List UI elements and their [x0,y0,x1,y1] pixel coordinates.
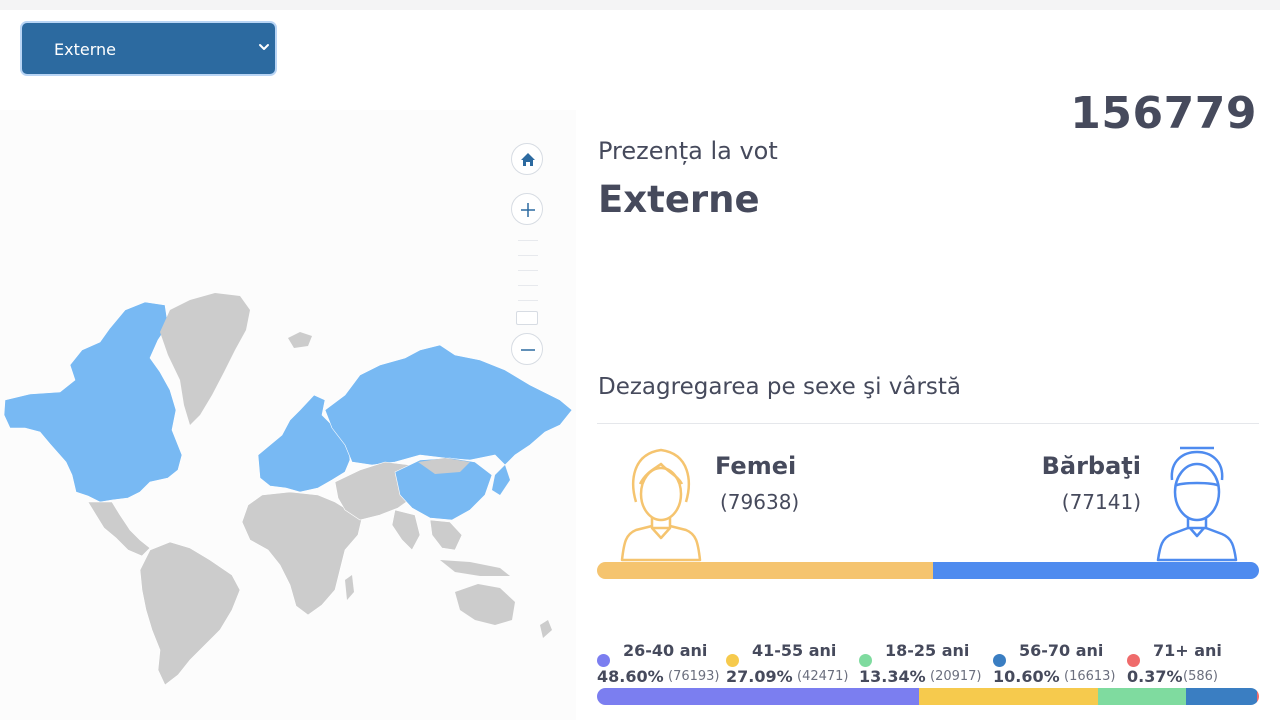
map-home-button[interactable] [511,143,543,175]
gender-bar-female [597,562,934,579]
world-map[interactable] [0,110,576,720]
map-region-greenland[interactable] [160,293,250,425]
map-zoom-out-button[interactable] [511,333,543,365]
age-color-dot [1127,654,1140,667]
map-zoom-in-button[interactable] [511,193,543,225]
age-color-dot [859,654,872,667]
age-split-bar [597,688,1259,705]
age-group-label: 18-25 ani [885,641,970,660]
top-strip [0,0,1280,10]
age-color-dot [597,654,610,667]
age-group-label: 26-40 ani [623,641,708,660]
age-color-dot [993,654,1006,667]
map-region-canada-usa[interactable] [3,301,183,503]
home-icon [521,153,535,166]
map-region-japan[interactable] [492,465,510,495]
map-region-australia[interactable] [455,584,515,625]
gender-bar-male [933,562,1259,579]
age-legend: 26-40 ani 48.60% (76193) 41-55 ani 27.09% (42… [597,640,1259,688]
total-turnout: 156779 [1070,88,1257,139]
page-subtitle: Prezența la vot [598,137,778,165]
age-group-percent: 27.09% [726,667,793,686]
male-label: Bărbaţi [1041,452,1141,480]
map-region-mexico[interactable] [87,501,151,557]
map-region-africa[interactable] [241,491,363,616]
age-group-percent: 48.60% [597,667,664,686]
age-bar-segment [1186,688,1257,705]
age-bar-segment [597,688,919,705]
age-bar-segment [918,688,1099,705]
map-region-south-america[interactable] [139,541,241,686]
world-map-panel [0,110,576,720]
section-title: Dezagregarea pe sexe şi vârstă [598,374,962,400]
region-title: Externe [598,178,760,221]
age-group-label: 56-70 ani [1019,641,1104,660]
age-color-dot [726,654,739,667]
region-select[interactable]: Externe [20,21,277,76]
age-group-count: (16613) [1064,669,1116,684]
age-bar-segment [1256,688,1259,705]
zoom-slider-handle[interactable] [516,311,538,325]
age-bar-segment [1098,688,1187,705]
age-group-count: (586) [1183,669,1218,684]
female-label: Femei [715,452,797,480]
plus-icon [521,203,535,217]
age-group-count: (42471) [797,669,849,684]
age-group-count: (20917) [930,669,982,684]
minus-icon [521,349,535,351]
age-group-percent: 10.60% [993,667,1060,686]
age-group-percent: 0.37% [1127,667,1183,686]
divider [597,423,1259,424]
male-count: (77141) [1061,490,1141,514]
region-select-value: Externe [54,40,116,59]
gender-split-bar [597,562,1259,579]
male-avatar-icon [1156,446,1238,562]
female-count: (79638) [720,490,800,514]
age-group-label: 71+ ani [1153,641,1222,660]
female-avatar-icon [620,448,702,562]
chevron-down-icon [259,44,269,50]
age-group-label: 41-55 ani [752,641,837,660]
map-region-south-asia[interactable] [391,509,463,551]
age-group-count: (76193) [668,669,720,684]
age-group-percent: 13.34% [859,667,926,686]
